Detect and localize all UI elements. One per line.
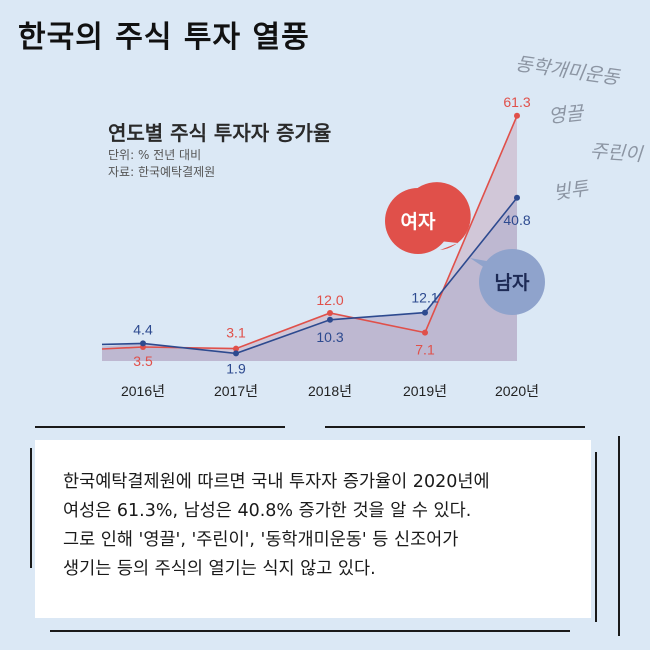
x-tick-label: 2016년 [121,383,165,399]
men-point [140,340,146,347]
men-point [422,309,428,316]
description-line: 한국예탁결제원에 따르면 국내 투자자 증가율이 2020년에 [63,472,490,492]
frame-line [35,426,285,428]
men-area [102,197,517,361]
description-line: 그로 인해 '영끌', '주린이', '동학개미운동' 등 신조어가 [63,530,459,550]
x-tick-label: 2019년 [403,383,447,399]
frame-line [618,436,620,636]
women-data-label: 12.0 [316,292,343,308]
women-bubble-label: 여자 [401,211,436,233]
women-line [101,115,518,350]
frame-line [325,426,585,428]
women-point [422,329,428,336]
men-point [327,316,333,323]
men-data-label: 1.9 [226,360,246,376]
description-box: 한국예탁결제원에 따르면 국내 투자자 증가율이 2020년에 여성은 61.3… [35,440,591,618]
women-data-label: 61.3 [503,94,530,110]
description-line: 여성은 61.3%, 남성은 40.8% 증가한 것을 알 수 있다. [63,501,472,521]
x-tick-label: 2018년 [308,383,352,399]
men-data-label: 10.3 [316,329,343,345]
chart-line-layer [101,115,518,355]
women-point [327,310,333,316]
women-point [514,112,520,119]
women-data-label: 3.5 [133,353,153,369]
chart-source-label: 자료: 한국예탁결제원 [108,165,216,179]
chart-title: 연도별 주식 투자자 증가율 [108,121,332,145]
women-point [233,345,239,352]
men-bubble [479,249,545,315]
description-text: 한국예탁결제원에 따르면 국내 투자자 증가율이 2020년에 여성은 61.3… [63,468,571,584]
men-point [514,194,520,201]
men-data-label: 4.4 [133,321,153,337]
men-data-label: 12.1 [411,290,438,306]
description-line: 생기는 등의 주식의 열기는 식지 않고 있다. [63,559,376,579]
men-bubble-label: 남자 [495,272,530,294]
frame-line [595,452,597,622]
x-tick-label: 2017년 [214,383,258,399]
women-bubble [385,188,451,254]
x-tick-label: 2020년 [495,383,539,399]
chart-label-layer: 3.5 3.1 12.0 7.1 61.3 4.4 1.9 10.3 12.1 40.8 [133,94,531,377]
chart-tick-layer: 2016년 2017년 2018년 2019년 2020년 [121,383,539,399]
men-point [233,350,239,357]
men-data-label: 40.8 [503,212,530,228]
women-data-label: 3.1 [226,325,246,341]
chart-point-layer [140,112,520,357]
chart-unit-label: 단위: % 전년 대비 [108,148,202,162]
men-line [101,197,518,355]
page-title: 한국의 주식 투자 열풍 [18,20,310,55]
chart-area-layer [102,115,517,361]
frame-line [50,630,570,632]
frame-line [30,448,32,568]
women-data-label: 7.1 [415,342,435,358]
